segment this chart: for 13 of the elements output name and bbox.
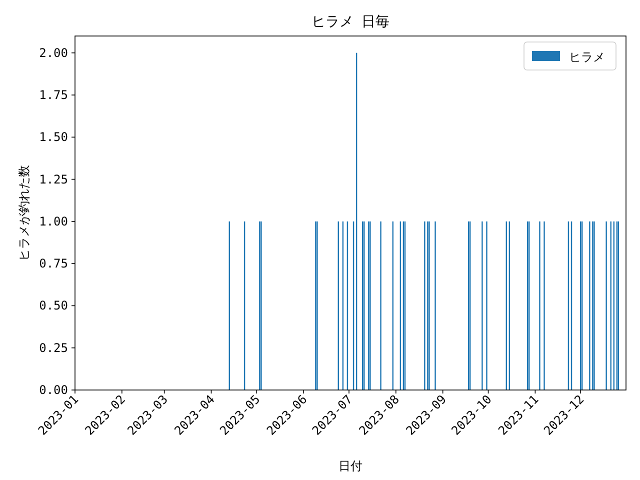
y-tick-label: 0.75 xyxy=(39,256,68,271)
y-axis-title: ヒラメが釣れた数 xyxy=(17,165,31,261)
chart-title: ヒラメ 日毎 xyxy=(311,14,390,30)
y-tick-label: 0.50 xyxy=(39,298,68,313)
y-tick-label: 1.25 xyxy=(39,172,68,186)
y-tick-label: 1.50 xyxy=(39,130,68,144)
y-tick-label: 1.00 xyxy=(39,214,68,228)
x-axis-title: 日付 xyxy=(338,459,362,473)
y-tick-label: 0.25 xyxy=(39,340,68,355)
legend-label: ヒラメ xyxy=(569,50,605,64)
y-tick-label: 1.75 xyxy=(39,88,68,102)
y-tick-label: 2.00 xyxy=(39,46,68,60)
y-tick-label: 0.00 xyxy=(39,383,68,397)
